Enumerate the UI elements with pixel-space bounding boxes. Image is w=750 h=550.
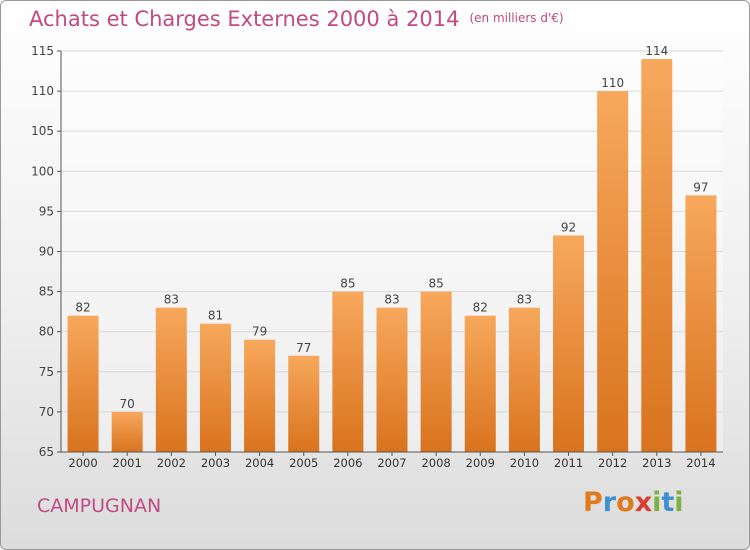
x-tick-label-2003: 2003 [201,456,230,470]
data-label-2006: 85 [340,277,355,291]
bar-2007 [376,307,408,452]
data-label-2000: 82 [75,301,90,315]
x-tick-label-2008: 2008 [421,456,450,470]
logo-letter: o [616,487,635,518]
x-tick-label-2005: 2005 [289,456,318,470]
chart-title: Achats et Charges Externes 2000 à 2014 (e… [29,7,564,31]
logo-letter: i [652,487,662,518]
bar-2001 [111,411,143,452]
bar-2010 [508,307,540,452]
x-tick-label-2013: 2013 [642,456,671,470]
commune-name: CAMPUGNAN [37,495,162,517]
x-tick-label-2009: 2009 [466,456,495,470]
data-label-2001: 70 [120,397,135,411]
bar-2012 [597,91,629,452]
y-tick-label: 105 [31,124,54,138]
x-tick-label-2012: 2012 [598,456,627,470]
bar-2005 [288,355,320,452]
proxiti-logo: Proxiti [583,487,684,518]
data-label-2014: 97 [693,180,708,194]
bar-2004 [244,339,276,452]
y-tick-label: 75 [39,365,54,379]
bar-2002 [155,307,187,452]
y-tick-label: 65 [39,445,54,459]
x-tick-label-2011: 2011 [554,456,583,470]
y-tick-label: 110 [31,84,54,98]
data-label-2003: 81 [208,309,223,323]
logo-letter: P [583,487,603,518]
data-label-2012: 110 [601,76,624,90]
y-tick-label: 90 [39,245,54,259]
x-tick-label-2007: 2007 [377,456,406,470]
data-label-2007: 83 [384,293,399,307]
logo-letter: i [674,487,684,518]
x-tick-label-2001: 2001 [113,456,142,470]
bar-2009 [464,315,496,452]
y-tick-label: 95 [39,204,54,218]
data-label-2004: 79 [252,325,267,339]
unit-text: (en milliers d'€) [469,11,564,25]
bar-2013 [641,59,673,453]
bar-2003 [199,323,231,452]
y-tick-label: 70 [39,405,54,419]
data-label-2005: 77 [296,341,311,355]
bar-2006 [332,291,364,452]
data-label-2013: 114 [645,44,668,58]
bar-2011 [553,235,585,452]
data-label-2008: 85 [428,277,443,291]
y-tick-label: 80 [39,325,54,339]
data-label-2010: 83 [517,293,532,307]
data-label-2002: 83 [164,293,179,307]
x-tick-label-2004: 2004 [245,456,274,470]
bar-2008 [420,291,452,452]
data-label-2009: 82 [473,301,488,315]
bar-2014 [685,195,717,453]
y-tick-label: 115 [31,44,54,58]
data-label-2011: 92 [561,220,576,234]
y-tick-label: 85 [39,285,54,299]
x-tick-label-2006: 2006 [333,456,362,470]
x-tick-label-2014: 2014 [686,456,715,470]
x-tick-label-2010: 2010 [510,456,539,470]
bar-2000 [67,315,99,452]
y-tick-label: 100 [31,164,54,178]
logo-letter: t [661,487,675,518]
x-tick-label-2000: 2000 [68,456,97,470]
title-text: Achats et Charges Externes 2000 à 2014 [29,7,460,31]
x-tick-label-2002: 2002 [157,456,186,470]
logo-letter: r [602,487,617,518]
logo-letter: x [634,487,653,518]
